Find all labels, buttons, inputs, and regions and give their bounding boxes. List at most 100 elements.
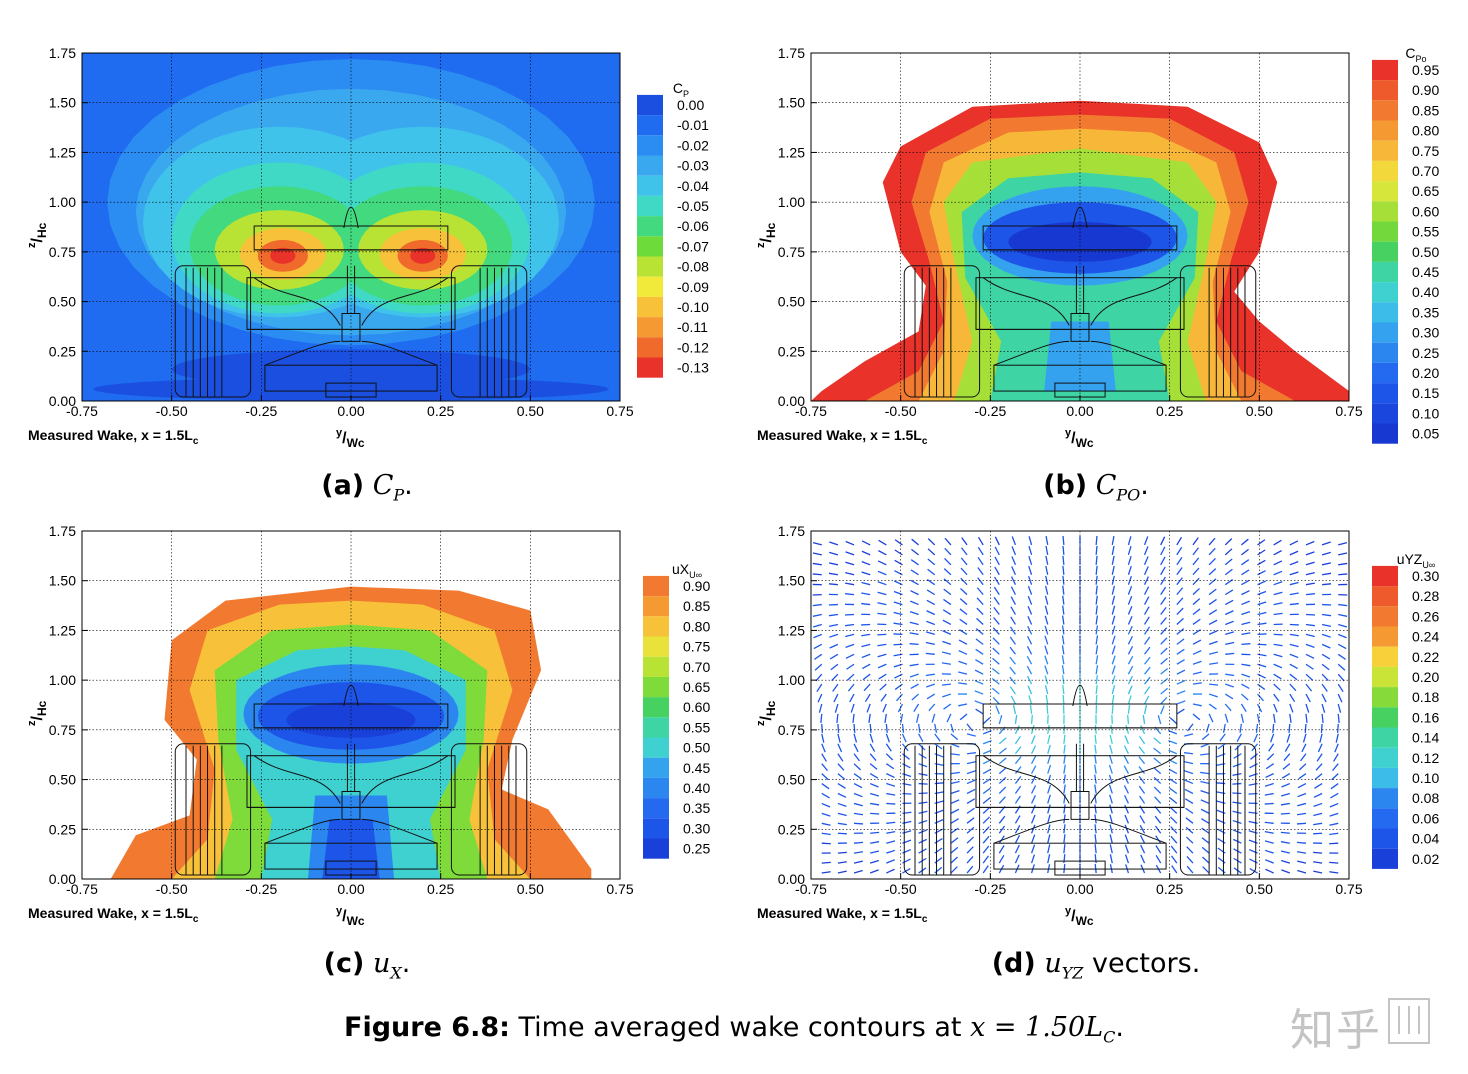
velocity-vector	[1170, 816, 1178, 824]
caption-c: (c) uX.	[323, 948, 411, 983]
zhihu-watermark: 知乎	[1290, 1005, 1382, 1056]
y-tick-label: 1.50	[49, 573, 76, 589]
legend-level-label: 0.65	[683, 679, 710, 695]
velocity-vector	[950, 818, 959, 824]
colorbar-swatch	[643, 798, 669, 819]
velocity-vector	[830, 663, 839, 671]
velocity-vector	[950, 790, 960, 795]
velocity-vector	[813, 653, 823, 660]
velocity-vector	[821, 812, 831, 817]
velocity-vector	[1304, 723, 1307, 733]
velocity-vector	[1094, 784, 1097, 794]
velocity-vector	[1208, 537, 1216, 546]
velocity-vector	[1281, 869, 1291, 874]
velocity-vector	[998, 825, 1006, 834]
velocity-vector	[1109, 844, 1113, 854]
velocity-vector	[1208, 609, 1218, 616]
body-curve	[253, 277, 341, 326]
velocity-vector	[1289, 602, 1299, 606]
velocity-vector	[1047, 834, 1051, 844]
velocity-vector	[934, 857, 943, 864]
velocity-vector	[1111, 575, 1115, 585]
velocity-vector	[837, 861, 847, 864]
velocity-vector	[1217, 866, 1226, 874]
body-curve	[993, 818, 1070, 844]
caption-math: uX	[372, 948, 402, 983]
body-curve	[1090, 340, 1167, 366]
velocity-vector	[1201, 827, 1210, 834]
velocity-vector	[1045, 535, 1049, 546]
velocity-vector	[1155, 855, 1162, 864]
velocity-vector	[1063, 724, 1066, 734]
velocity-vector	[1299, 763, 1307, 771]
velocity-vector	[1176, 679, 1186, 685]
velocity-vector	[1322, 583, 1332, 586]
velocity-vector	[1200, 790, 1210, 795]
velocity-vector	[1176, 669, 1186, 675]
colorbar-swatch	[637, 276, 663, 297]
velocity-vector	[1030, 804, 1036, 814]
colorbar-swatch	[643, 616, 669, 637]
velocity-vector	[1329, 842, 1339, 845]
velocity-vector	[927, 548, 936, 556]
velocity-vector	[1200, 780, 1210, 785]
velocity-vector	[977, 567, 984, 576]
velocity-vector	[1313, 822, 1323, 826]
x-tick-label: 0.25	[427, 403, 454, 419]
legend-level-label: -0.09	[677, 279, 709, 295]
velocity-vector	[1153, 747, 1162, 755]
measurement-note: Measured Wake, x = 1.5Lc	[28, 427, 199, 447]
velocity-vector	[1305, 561, 1315, 566]
velocity-vector	[910, 579, 919, 586]
velocity-vector	[1224, 548, 1233, 556]
legend-level-label: 0.75	[1412, 143, 1439, 159]
velocity-vector	[1143, 576, 1150, 585]
velocity-vector	[894, 683, 903, 690]
velocity-vector	[1208, 640, 1218, 645]
velocity-vector	[994, 546, 1000, 556]
velocity-vector	[1192, 618, 1201, 625]
velocity-vector	[1168, 768, 1178, 775]
velocity-vector	[837, 763, 845, 771]
velocity-vector	[861, 653, 871, 659]
velocity-vector	[1202, 856, 1210, 864]
velocity-vector	[853, 773, 862, 780]
velocity-vector	[1155, 845, 1162, 854]
measurement-note: Measured Wake, x = 1.5Lc	[757, 427, 928, 447]
velocity-vector	[928, 703, 936, 712]
colorbar-swatch	[637, 94, 663, 116]
velocity-vector	[944, 557, 952, 566]
velocity-vector	[817, 693, 823, 703]
colorbar-swatch	[637, 256, 663, 277]
velocity-vector	[845, 582, 855, 586]
x-tick-label: 0.00	[1066, 881, 1093, 897]
colorbar-swatch	[1372, 626, 1398, 647]
velocity-vector	[934, 866, 943, 874]
velocity-vector	[1062, 585, 1065, 595]
legend-level-label: 0.60	[683, 699, 710, 715]
velocity-vector	[958, 671, 968, 675]
velocity-vector	[1009, 666, 1016, 675]
velocity-vector	[1061, 645, 1065, 655]
velocity-vector	[1338, 573, 1348, 576]
velocity-vector	[1256, 703, 1263, 713]
velocity-vector	[976, 597, 984, 606]
velocity-vector	[1337, 633, 1347, 639]
velocity-vector	[1273, 581, 1283, 586]
velocity-vector	[1257, 622, 1267, 626]
car-outline	[174, 684, 528, 876]
body-curve	[361, 340, 438, 366]
velocity-vector	[1224, 610, 1234, 616]
velocity-vector	[942, 640, 952, 645]
velocity-vector	[1171, 865, 1178, 874]
velocity-vector	[950, 856, 958, 864]
velocity-vector	[994, 536, 1000, 546]
legend-level-label: 0.08	[1412, 790, 1439, 806]
velocity-vector	[837, 812, 847, 817]
velocity-vector	[1253, 733, 1259, 743]
velocity-vector	[1184, 798, 1194, 804]
car-box	[903, 743, 981, 876]
legend-level-label: 0.04	[1412, 831, 1439, 847]
velocity-vector	[993, 606, 1000, 615]
velocity-vector	[934, 838, 943, 844]
